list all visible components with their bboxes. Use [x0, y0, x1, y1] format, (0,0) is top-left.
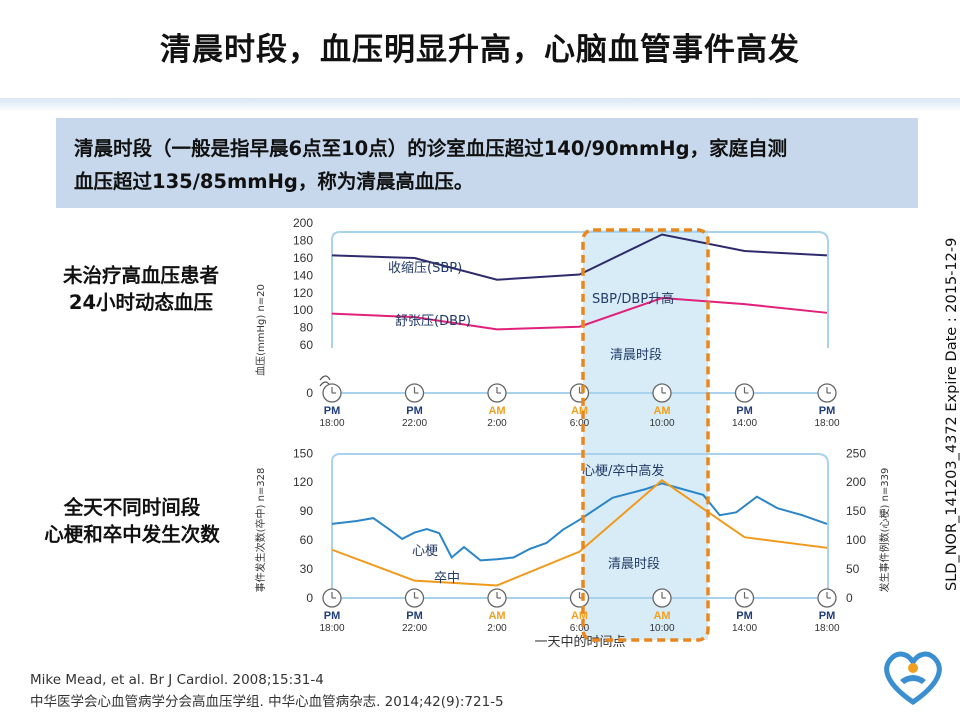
- x-tick-time: 10:00: [649, 418, 674, 429]
- sbp-dbp-rise-annotation: SBP/DBP升高: [592, 291, 674, 307]
- x-tick-time: 22:00: [402, 418, 427, 429]
- stroke-line: [331, 479, 828, 587]
- top-y-axis-title: 血压(mmHg) n=20: [254, 284, 267, 376]
- mi-label: 心梗: [412, 544, 438, 559]
- reference-2: 中华医学会心血管病学分会高血压学组. 中华心血管病杂志. 2014;42(9):…: [30, 694, 504, 710]
- morning-period-label: 清晨时段: [608, 557, 660, 572]
- morning-highlight-border: [581, 228, 710, 642]
- y-tick-label: 120: [293, 286, 313, 300]
- axis-break-mark: [319, 375, 331, 381]
- x-tick-period: PM: [819, 405, 836, 417]
- right-y-tick-label: 0: [846, 591, 853, 605]
- sbp-line: [331, 233, 828, 281]
- x-tick-period: PM: [736, 405, 753, 417]
- x-tick-time: 18:00: [319, 623, 344, 634]
- logo-heart-shape: [884, 651, 942, 706]
- sbp-label: 收缩压(SBP): [388, 260, 462, 276]
- y-tick-label: 120: [293, 475, 313, 489]
- x-tick-time: 6:00: [570, 623, 590, 634]
- x-tick-period: PM: [406, 610, 423, 622]
- top-chart-frame: [331, 231, 829, 348]
- x-tick-time: 14:00: [732, 623, 757, 634]
- y-tick-label: 160: [293, 251, 313, 265]
- side-label-line: 心梗和卒中发生次数: [44, 523, 220, 546]
- x-tick-time: 10:00: [649, 623, 674, 634]
- y-tick-label: 80: [300, 321, 314, 335]
- x-tick-time: 6:00: [570, 418, 590, 429]
- x-tick-period: PM: [406, 405, 423, 417]
- side-label-line: 未治疗高血压患者: [62, 264, 219, 287]
- x-tick-period: PM: [324, 610, 341, 622]
- right-y-tick-label: 100: [846, 533, 866, 547]
- top-chart-side-label: 未治疗高血压患者 24小时动态血压: [36, 262, 246, 316]
- bottom-x-axis-title: 一天中的时间点: [534, 634, 625, 650]
- x-tick-time: 18:00: [814, 623, 839, 634]
- bottom-chart-frame: [331, 453, 829, 598]
- x-tick-time: 22:00: [402, 623, 427, 634]
- bottom-y-axis-title: 事件发生次数(卒中) n=328: [254, 468, 267, 593]
- slide-title: 清晨时段，血压明显升高，心脑血管事件高发: [160, 32, 800, 68]
- x-tick-period: PM: [819, 610, 836, 622]
- mi-stroke-peak-annotation: 心梗/卒中高发: [582, 463, 664, 479]
- y-tick-label: 30: [300, 562, 314, 576]
- right-y-tick-label: 200: [846, 475, 866, 489]
- definition-line-2: 血压超过135/85mmHg，称为清晨高血压。: [74, 170, 474, 193]
- side-label-line: 全天不同时间段: [63, 496, 201, 519]
- y-tick-label: 60: [300, 338, 314, 352]
- x-tick-period: AM: [653, 610, 670, 622]
- x-tick-time: 18:00: [814, 418, 839, 429]
- y-tick-label: 60: [300, 533, 314, 547]
- y-tick-label: 200: [293, 216, 313, 230]
- right-y-tick-label: 150: [846, 504, 866, 518]
- x-tick-period: AM: [653, 405, 670, 417]
- x-tick-period: AM: [571, 405, 588, 417]
- definition-line-1: 清晨时段（一般是指早晨6点至10点）的诊室血压超过140/90mmHg，家庭自测: [74, 137, 788, 160]
- dbp-line: [331, 297, 828, 331]
- x-tick-time: 2:00: [487, 418, 507, 429]
- morning-period-label: 清晨时段: [610, 348, 662, 363]
- title-divider: [0, 98, 960, 112]
- morning-highlight-fill: [583, 230, 708, 640]
- dbp-label: 舒张压(DBP): [395, 314, 471, 329]
- y-tick-label: 140: [293, 268, 313, 282]
- y-tick-label: 180: [293, 234, 313, 248]
- y-tick-label: 100: [293, 303, 313, 317]
- logo-figure-head: [908, 663, 918, 673]
- logo-figure-body: [900, 675, 926, 684]
- heart-logo: [884, 651, 942, 706]
- x-tick-time: 14:00: [732, 418, 757, 429]
- reference-1: Mike Mead, et al. Br J Cardiol. 2008;15:…: [30, 672, 324, 688]
- right-y-tick-label: 250: [846, 446, 866, 460]
- y-tick-label: 0: [306, 386, 313, 400]
- x-tick-period: AM: [488, 405, 505, 417]
- x-tick-time: 2:00: [487, 623, 507, 634]
- definition-box: 清晨时段（一般是指早晨6点至10点）的诊室血压超过140/90mmHg，家庭自测…: [56, 118, 918, 208]
- stroke-label: 卒中: [434, 571, 460, 586]
- x-tick-period: AM: [488, 610, 505, 622]
- mi-line: [331, 482, 828, 562]
- x-tick-period: AM: [571, 610, 588, 622]
- y-tick-label: 0: [306, 591, 313, 605]
- bottom-right-y-axis-title: 发生事件例数(心梗) n=339: [878, 468, 891, 593]
- right-y-tick-label: 50: [846, 562, 860, 576]
- y-tick-label: 150: [293, 446, 313, 460]
- y-tick-label: 90: [300, 504, 314, 518]
- side-label-line: 24小时动态血压: [68, 291, 214, 314]
- x-tick-period: PM: [736, 610, 753, 622]
- x-tick-period: PM: [324, 405, 341, 417]
- x-tick-time: 18:00: [319, 418, 344, 429]
- bottom-chart-side-label: 全天不同时间段 心梗和卒中发生次数: [16, 494, 248, 548]
